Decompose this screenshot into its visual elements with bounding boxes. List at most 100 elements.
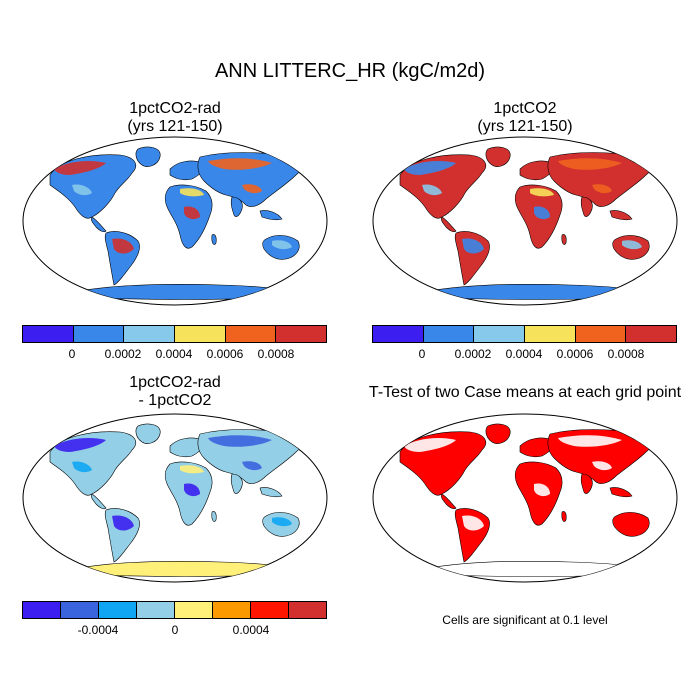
value-patch-1 (558, 158, 622, 170)
colorbar-swatch (575, 326, 627, 342)
colorbar-swatch (289, 602, 326, 618)
panel1-title: 1pctCO2-rad (yrs 121-150) (25, 100, 325, 136)
landmass-india (580, 473, 593, 494)
colorbar-swatch (73, 326, 125, 342)
colorbar-swatch (137, 602, 175, 618)
panel4-title: T-Test of two Case means at each grid po… (355, 384, 695, 402)
colorbar-swatch (276, 326, 327, 342)
colorbar-swatch (525, 326, 576, 342)
cbar2-tick-4: 0.0008 (607, 347, 645, 361)
landmass-sea (259, 487, 283, 498)
value-patch-1 (558, 435, 622, 447)
colorbar-swatch (175, 326, 226, 342)
landmass-india (230, 196, 243, 217)
map-panel1 (22, 136, 328, 306)
colorbar-swatch (124, 326, 176, 342)
value-patch-2 (530, 188, 554, 197)
landmass-madag (211, 511, 217, 522)
landmass-india (230, 473, 243, 494)
cbar1-tick-0: 0 (68, 347, 76, 361)
cbar2-tick-0: 0 (418, 347, 426, 361)
colorbar-swatch (626, 326, 677, 342)
value-patch-5 (184, 483, 200, 497)
cbar3-tick-2: 0.0004 (232, 623, 270, 637)
panel1-title-line1: 1pctCO2-rad (129, 100, 221, 117)
cbar1-tick-1: 0.0002 (104, 347, 142, 361)
value-patch-1 (208, 435, 272, 447)
colorbar-swatch (23, 326, 74, 342)
colorbar-swatch (175, 602, 213, 618)
landmass-madag (561, 511, 567, 522)
value-patch-5 (534, 206, 550, 220)
landmass-india (580, 196, 593, 217)
panel4-title-line1: T-Test of two Case means at each grid po… (368, 384, 682, 401)
colorbar-swatch (61, 602, 99, 618)
cbar2-tick-3: 0.0006 (556, 347, 594, 361)
cbar1-tick-2: 0.0004 (155, 347, 193, 361)
value-patch-1 (208, 158, 272, 170)
landmass-greenland (135, 146, 161, 167)
value-patch-5 (184, 206, 200, 220)
value-patch-3 (462, 238, 484, 254)
value-patch-4 (72, 184, 92, 196)
panel2-title-line2: (yrs 121-150) (477, 118, 573, 135)
cbar1-tick-4: 0.0008 (257, 347, 295, 361)
value-patch-4 (72, 461, 92, 473)
value-patch-3 (462, 515, 484, 531)
colorbar-swatch (225, 326, 277, 342)
panel2-title-line1: 1pctCO2 (493, 100, 557, 117)
value-patch-7 (622, 240, 642, 250)
value-patch-4 (422, 184, 442, 196)
ttest-note: Cells are significant at 0.1 level (442, 613, 608, 627)
colorbar-swatch (373, 326, 424, 342)
value-patch-2 (180, 188, 204, 197)
panel3-title-line1: 1pctCO2-rad (129, 374, 221, 391)
landmass-sea (259, 210, 283, 221)
colorbar-panel2 (372, 325, 677, 343)
landmass-greenland (135, 423, 161, 444)
value-patch-0 (54, 161, 106, 175)
value-patch-2 (530, 465, 554, 474)
landmass-greenland (485, 423, 511, 444)
value-patch-6 (242, 461, 262, 471)
cbar3-tick-1: 0 (171, 623, 179, 637)
landmass-madag (561, 234, 567, 245)
value-patch-7 (272, 517, 292, 527)
landmass-ca (91, 493, 107, 510)
colorbar-swatch (23, 602, 61, 618)
value-patch-3 (112, 515, 134, 531)
value-patch-3 (112, 238, 134, 254)
value-patch-0 (404, 438, 456, 452)
colorbar-panel1 (22, 325, 327, 343)
landmass-sea (609, 210, 633, 221)
colorbar-panel3 (22, 601, 327, 619)
landmass-greenland (485, 146, 511, 167)
map-panel4 (372, 413, 678, 583)
map-panel3 (22, 413, 328, 583)
panel1-title-line2: (yrs 121-150) (127, 118, 223, 135)
colorbar-swatch (423, 326, 475, 342)
landmass-madag (211, 234, 217, 245)
map-panel2 (372, 136, 678, 306)
colorbar-swatch (213, 602, 251, 618)
value-patch-7 (622, 517, 642, 527)
cbar2-tick-1: 0.0002 (454, 347, 492, 361)
panel3-title-line2: - 1pctCO2 (138, 392, 212, 409)
landmass-ca (441, 216, 457, 233)
cbar1-tick-3: 0.0006 (206, 347, 244, 361)
cbar3-tick-0: -0.0004 (77, 623, 119, 637)
value-patch-2 (180, 465, 204, 474)
colorbar-swatch (251, 602, 289, 618)
landmass-ca (441, 493, 457, 510)
value-patch-0 (54, 438, 106, 452)
value-patch-6 (242, 184, 262, 194)
panel2-title: 1pctCO2 (yrs 121-150) (375, 100, 675, 136)
main-title: ANN LITTERC_HR (kgC/m2d) (214, 60, 486, 82)
colorbar-swatch (474, 326, 526, 342)
landmass-ca (91, 216, 107, 233)
panel3-title: 1pctCO2-rad - 1pctCO2 (25, 374, 325, 410)
value-patch-6 (592, 461, 612, 471)
value-patch-4 (422, 461, 442, 473)
value-patch-6 (592, 184, 612, 194)
colorbar-swatch (99, 602, 137, 618)
